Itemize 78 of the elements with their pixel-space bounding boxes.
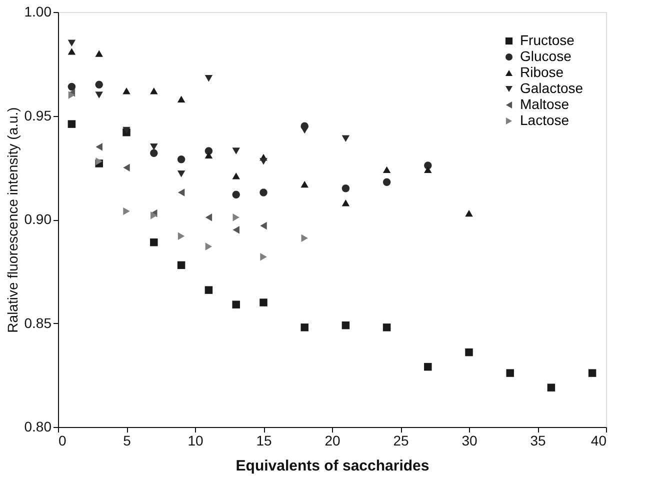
point	[150, 149, 158, 157]
point	[68, 82, 76, 91]
point	[205, 242, 212, 250]
point	[232, 300, 240, 308]
point	[382, 166, 391, 174]
point	[150, 144, 158, 150]
point	[96, 143, 102, 151]
point	[382, 178, 391, 186]
point	[260, 222, 267, 230]
y-tick-label: 0.85	[24, 314, 52, 331]
y-tick-label: 0.80	[24, 418, 52, 434]
y-tick-label: 0.90	[24, 211, 52, 227]
point	[205, 214, 212, 222]
x-tick-label: 25	[393, 432, 409, 448]
point	[123, 207, 130, 216]
point	[123, 164, 130, 172]
point	[588, 369, 596, 377]
x-tick-label: 40	[590, 432, 607, 448]
point	[260, 188, 268, 196]
legend-label: Glucose	[520, 48, 572, 64]
point	[122, 126, 130, 134]
point	[122, 87, 130, 94]
point	[178, 232, 185, 240]
point	[150, 238, 158, 246]
point	[232, 172, 240, 180]
point	[260, 252, 267, 261]
point	[342, 184, 350, 192]
point	[232, 190, 240, 198]
point	[300, 324, 308, 332]
point	[300, 180, 308, 188]
legend-label: Fructose	[520, 32, 575, 48]
point	[204, 75, 213, 82]
point	[177, 170, 186, 178]
x-tick-label: 35	[530, 432, 546, 448]
legend-label: Ribose	[520, 64, 564, 80]
point	[232, 226, 240, 234]
point	[424, 362, 432, 371]
point	[95, 92, 103, 98]
point	[506, 369, 514, 377]
x-tick-label: 5	[123, 432, 132, 448]
point	[260, 298, 268, 306]
point	[150, 87, 158, 94]
point	[232, 148, 240, 154]
point	[95, 50, 103, 57]
point	[342, 200, 350, 206]
x-tick-label: 15	[256, 432, 272, 448]
point	[68, 40, 76, 46]
point	[177, 155, 186, 164]
legend-label: Galactose	[520, 80, 584, 96]
y-axis-title: Ralative fluorescence intensity (a.u.)	[4, 107, 20, 333]
point	[300, 126, 308, 134]
y-tick-label: 0.95	[24, 107, 52, 124]
point	[465, 210, 473, 217]
point	[68, 48, 76, 55]
point	[95, 80, 103, 88]
point	[204, 286, 213, 294]
legend-label: Maltose	[520, 96, 570, 112]
point	[68, 120, 76, 128]
point	[177, 96, 186, 103]
x-tick-label: 20	[324, 432, 340, 448]
point	[382, 324, 391, 332]
point	[177, 261, 186, 270]
point	[301, 234, 308, 242]
point	[424, 166, 432, 174]
point	[342, 135, 350, 142]
x-tick-label: 10	[188, 432, 204, 448]
y-tick-label: 1.00	[24, 4, 52, 20]
x-tick-label: 0	[58, 432, 66, 448]
legend-label: Lactose	[520, 112, 570, 128]
point	[232, 214, 240, 222]
point	[178, 188, 185, 196]
point	[204, 152, 213, 159]
x-axis-title: Equivalents of saccharides	[236, 458, 430, 474]
point	[342, 321, 350, 330]
x-tick-label: 30	[462, 432, 478, 448]
point	[465, 348, 473, 356]
point	[260, 158, 268, 165]
point	[547, 384, 556, 392]
